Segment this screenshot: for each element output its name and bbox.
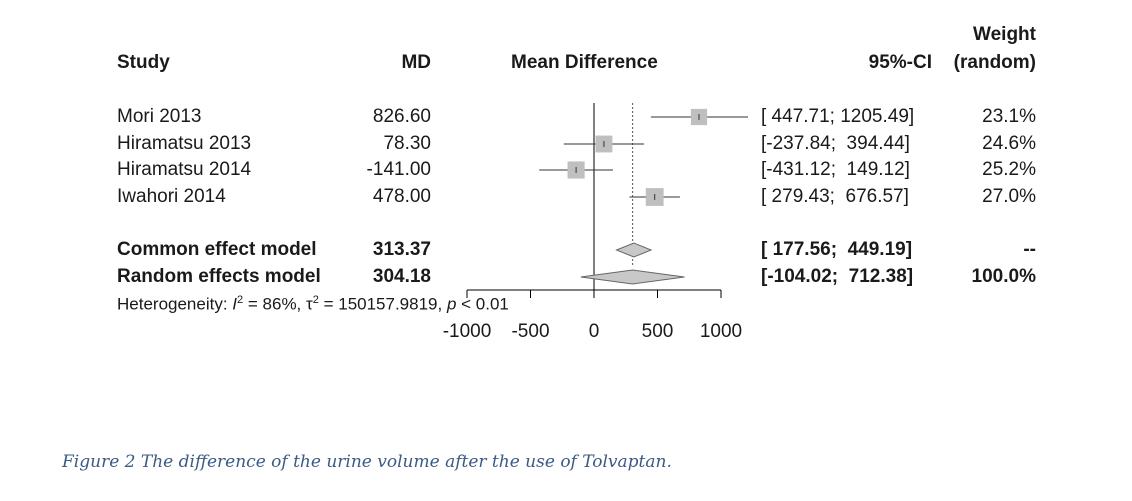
study-ci: [ 279.43; 676.57] [761, 186, 909, 207]
study-ci: [-431.12; 149.12] [761, 159, 910, 180]
tau-squared-symbol: τ [306, 294, 313, 314]
summary-weight: 100.0% [971, 266, 1036, 287]
summary-name: Common effect model [117, 239, 317, 260]
study-name: Iwahori 2014 [117, 186, 226, 207]
i-squared-exponent: 2 [237, 294, 244, 306]
study-weight: 25.2% [982, 159, 1036, 180]
summary-md: 313.37 [372, 239, 431, 260]
p-value: < 0.01 [456, 294, 509, 314]
i-squared-value: = 86%, [243, 294, 307, 314]
heterogeneity-prefix: Heterogeneity: [117, 294, 233, 314]
header-ci: 95%-CI [868, 52, 932, 73]
study-weight: 23.1% [982, 106, 1036, 127]
p-symbol: p [446, 294, 457, 314]
header-weight: Weight [973, 24, 1036, 45]
study-md: 478.00 [372, 186, 431, 207]
x-tick-label: 0 [589, 321, 600, 342]
study-name: Hiramatsu 2014 [117, 159, 252, 180]
summary-diamond [615, 242, 653, 258]
x-tick-label: -1000 [443, 321, 492, 342]
summary-name: Random effects model [117, 266, 321, 287]
summary-diamond [580, 269, 685, 285]
header-mean-difference: Mean Difference [511, 52, 658, 73]
study-md: -141.00 [366, 159, 431, 180]
summary-md: 304.18 [372, 266, 431, 287]
header-weight-random: (random) [953, 52, 1036, 73]
tau-squared-value: = 150157.9819, [318, 294, 447, 314]
header-md: MD [401, 52, 431, 73]
x-tick-label: 500 [642, 321, 674, 342]
summary-ci: [-104.02; 712.38] [761, 266, 914, 287]
x-tick-label: 1000 [700, 321, 742, 342]
study-weight: 24.6% [982, 133, 1036, 154]
study-md: 78.30 [383, 133, 431, 154]
study-name: Mori 2013 [117, 106, 202, 127]
summary-ci: [ 177.56; 449.19] [761, 239, 913, 260]
study-ci: [ 447.71; 1205.49] [761, 106, 915, 127]
study-md: 826.60 [372, 106, 431, 127]
heterogeneity-text: Heterogeneity: I2 = 86%, τ2 = 150157.981… [117, 294, 509, 315]
study-ci: [-237.84; 394.44] [761, 133, 910, 154]
study-name: Hiramatsu 2013 [117, 133, 252, 154]
tau-squared-exponent: 2 [312, 294, 319, 306]
figure-caption: Figure 2 The difference of the urine vol… [62, 452, 672, 472]
x-tick-label: -500 [511, 321, 549, 342]
header-study: Study [117, 52, 170, 73]
i-squared-symbol: I [232, 294, 238, 314]
study-weight: 27.0% [982, 186, 1036, 207]
summary-weight: -- [1023, 239, 1036, 260]
